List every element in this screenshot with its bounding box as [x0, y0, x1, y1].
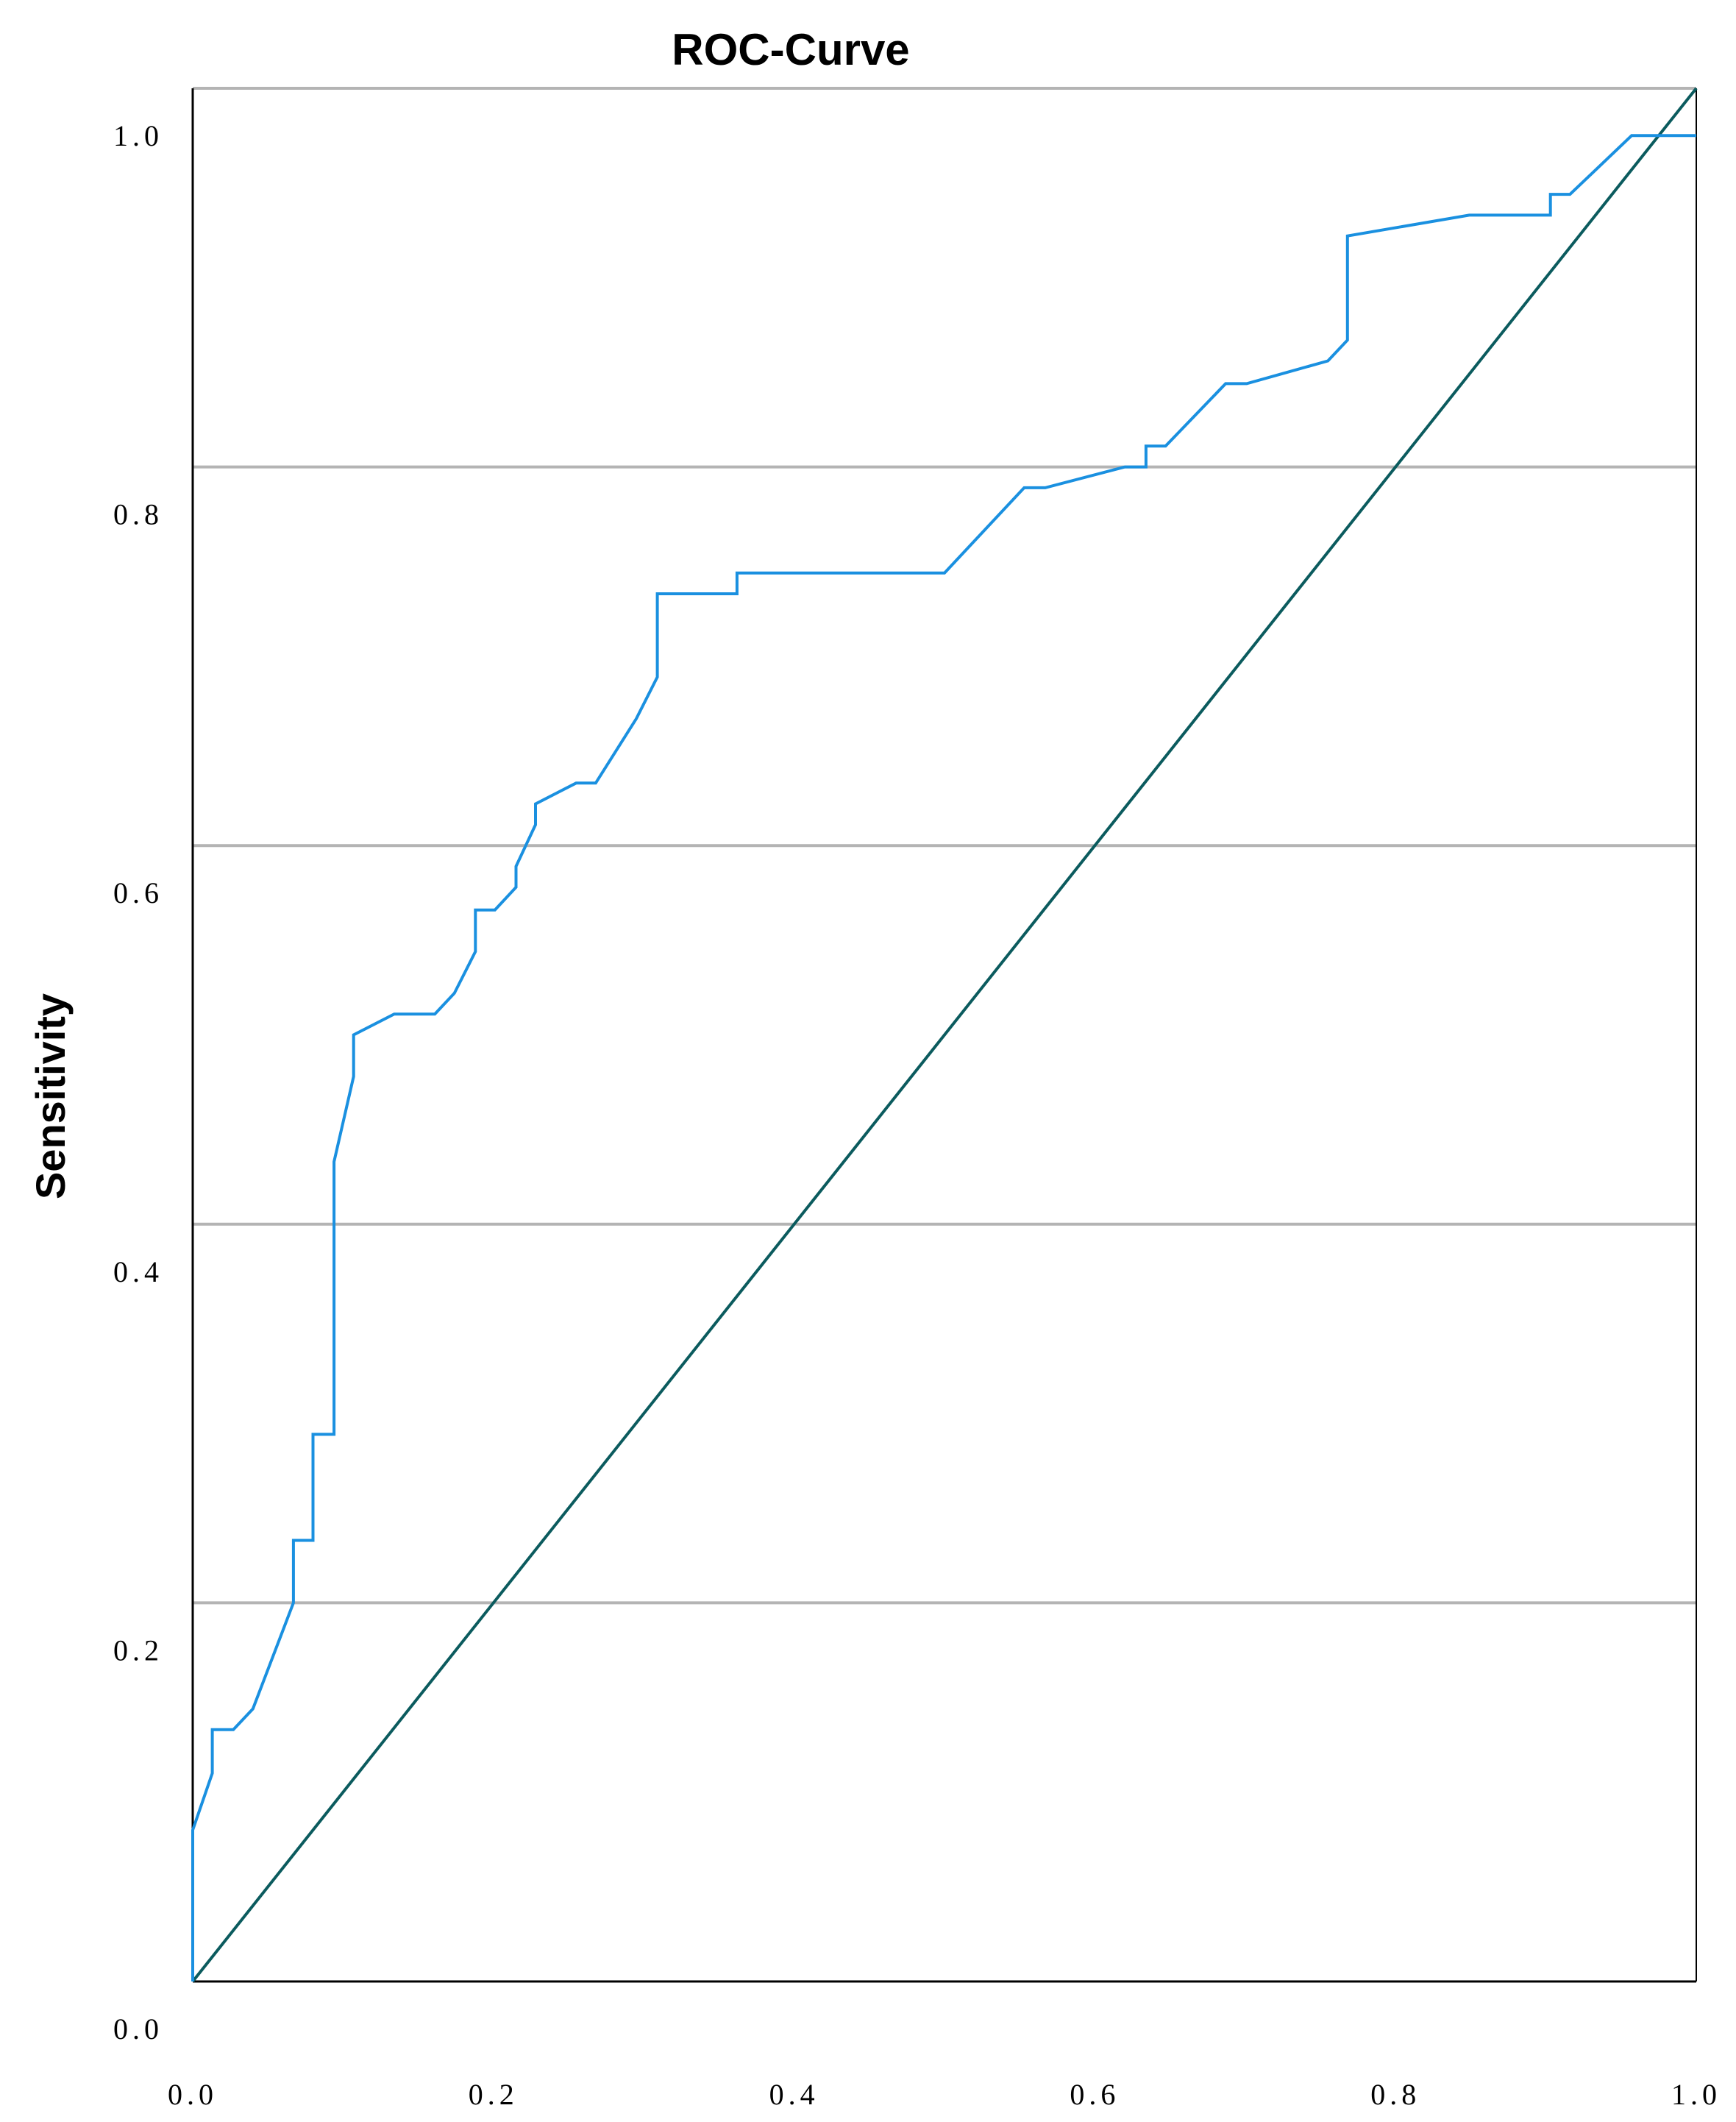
y-tick-label: 1.0 — [113, 119, 163, 152]
x-tick-label: 0.2 — [469, 2078, 519, 2111]
y-tick-label: 0.2 — [113, 1633, 163, 1667]
y-tick-labels: 0.0 0.2 0.4 0.6 0.8 1.0 — [113, 119, 163, 2045]
axes — [191, 88, 1697, 1983]
y-tick-label: 0.8 — [113, 498, 163, 531]
x-tick-label: 0.8 — [1370, 2078, 1420, 2111]
roc-curve-layer — [191, 134, 1696, 1981]
x-tick-label: 0.6 — [1070, 2078, 1120, 2111]
y-axis-label: Sensitivity — [27, 993, 74, 1199]
reference-diagonal-line — [191, 87, 1698, 1983]
chart-title: ROC-Curve — [672, 25, 909, 74]
y-tick-label: 0.6 — [113, 876, 163, 909]
x-tick-label: 0.4 — [769, 2078, 819, 2111]
y-tick-label: 0.4 — [113, 1255, 163, 1288]
x-tick-label: 0.0 — [168, 2078, 218, 2111]
x-tick-labels: 0.0 0.2 0.4 0.6 0.8 1.0 — [168, 2078, 1721, 2111]
x-tick-label: 1.0 — [1671, 2078, 1721, 2111]
gridlines — [193, 87, 1696, 1605]
reference-line-layer — [191, 87, 1698, 1983]
y-tick-label: 0.0 — [113, 2012, 163, 2045]
roc-curve-line — [191, 134, 1696, 1981]
